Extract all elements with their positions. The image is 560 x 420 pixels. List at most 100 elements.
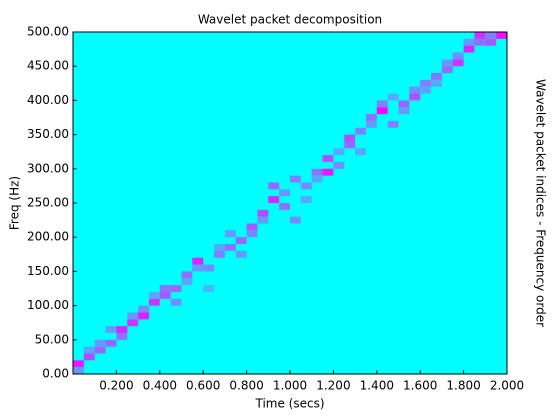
heatmap-cell xyxy=(431,73,442,80)
heatmap-cell xyxy=(214,250,225,258)
heatmap-cell xyxy=(257,216,269,224)
heatmap-cell xyxy=(311,175,323,183)
x-tick-label: 1.600 xyxy=(403,379,437,393)
heatmap-cell xyxy=(279,203,290,210)
heatmap-cell xyxy=(452,59,464,67)
x-tick-label: 1.400 xyxy=(360,379,394,393)
y2-axis-label: Wavelet packet indices - Frequency order xyxy=(534,79,548,327)
heatmap-cell xyxy=(181,278,193,286)
heatmap-cell xyxy=(485,32,497,39)
y-tick-label: 500.00 xyxy=(27,25,69,39)
heatmap-cell xyxy=(300,196,312,203)
heatmap-cell xyxy=(463,45,475,53)
heatmap-cell xyxy=(192,257,204,265)
heatmap-cell xyxy=(127,312,139,320)
heatmap-cell xyxy=(290,175,301,183)
heatmap-cell xyxy=(235,237,247,245)
heatmap-cell xyxy=(387,120,399,128)
heatmap-cell xyxy=(365,114,377,121)
heatmap-cell xyxy=(344,134,356,142)
heatmap-cell xyxy=(431,79,442,87)
heatmap-cell xyxy=(322,168,334,176)
x-tick-label: 1.800 xyxy=(446,379,480,393)
y-tick-label: 400.00 xyxy=(27,93,69,107)
heatmap-cell xyxy=(73,360,84,368)
heatmap-cell xyxy=(376,107,388,115)
heatmap-cell xyxy=(224,244,236,251)
y-tick-label: 50.00 xyxy=(35,332,69,346)
x-tick-label: 0.200 xyxy=(99,379,133,393)
heatmap-cell xyxy=(214,244,225,251)
heatmap-cell xyxy=(268,196,280,203)
heatmap-cell xyxy=(441,59,453,67)
heatmap-cell xyxy=(279,189,290,197)
heatmap-cell xyxy=(322,155,334,162)
y-tick-label: 200.00 xyxy=(27,230,69,244)
heatmap-cell xyxy=(333,161,345,169)
x-tick-label: 0.800 xyxy=(229,379,263,393)
x-axis-label: Time (secs) xyxy=(254,397,324,411)
heatmap-cell xyxy=(268,182,280,190)
heatmap-cell xyxy=(311,168,323,176)
heatmap-cell xyxy=(398,107,410,115)
heatmap-cell xyxy=(355,127,366,135)
heatmap-cell xyxy=(398,100,410,108)
heatmap-cell xyxy=(170,285,182,292)
heatmap-cell xyxy=(441,66,453,74)
heatmap-cell xyxy=(203,285,215,292)
y-tick-label: 450.00 xyxy=(27,59,69,73)
heatmap-cell xyxy=(181,271,193,279)
x-tick-label: 1.000 xyxy=(273,379,307,393)
heatmap-cell xyxy=(116,332,128,340)
heatmap-cell xyxy=(73,367,84,374)
heatmap-cell xyxy=(300,182,312,190)
heatmap-cell xyxy=(420,79,432,87)
heatmap-cell xyxy=(474,32,486,39)
heatmap-cell xyxy=(420,86,432,94)
chart-title: Wavelet packet decomposition xyxy=(198,13,382,27)
heatmap-cell xyxy=(257,209,269,217)
x-tick-label: 1.200 xyxy=(316,379,350,393)
y-axis-label: Freq (Hz) xyxy=(8,176,22,230)
x-tick-label: 0.400 xyxy=(143,379,177,393)
heatmap-cell xyxy=(83,346,95,354)
heatmap-cell xyxy=(496,32,507,39)
heatmap-cell xyxy=(474,38,486,46)
heatmap-cell xyxy=(94,339,106,347)
heatmap-cell xyxy=(333,148,345,156)
heatmap-cell xyxy=(203,264,215,272)
heatmap-cell xyxy=(344,141,356,149)
heatmap-cell xyxy=(159,285,171,292)
y-tick-label: 0.00 xyxy=(42,367,69,381)
heatmap-cell xyxy=(235,250,247,258)
heatmap-cell xyxy=(246,223,258,231)
x-tick-label: 0.600 xyxy=(186,379,220,393)
heatmap-cell xyxy=(116,326,128,333)
heatmap-cell xyxy=(105,326,117,333)
y-tick-label: 300.00 xyxy=(27,161,69,175)
y-tick-label: 150.00 xyxy=(27,264,69,278)
heatmap-cell xyxy=(246,230,258,238)
heatmap-cell xyxy=(224,230,236,238)
y-tick-label: 350.00 xyxy=(27,127,69,141)
heatmap-cell xyxy=(355,148,366,156)
heatmap-cell xyxy=(170,298,182,306)
heatmap-cell xyxy=(94,346,106,354)
heatmap-cell xyxy=(83,353,95,361)
x-tick-label: 2.000 xyxy=(490,379,524,393)
heatmap-cell xyxy=(376,100,388,108)
heatmap-cell xyxy=(192,264,204,272)
heatmap-cell xyxy=(127,319,139,327)
y-tick-label: 100.00 xyxy=(27,298,69,312)
heatmap-cell xyxy=(138,305,149,313)
heatmap-cell xyxy=(485,38,497,46)
heatmap-cell xyxy=(463,38,475,46)
heatmap-cell xyxy=(387,93,399,101)
heatmap-cell xyxy=(409,93,421,101)
heatmap-cell xyxy=(452,52,464,60)
heatmap-cell xyxy=(148,298,160,306)
heatmap-cell xyxy=(409,86,421,94)
heatmap-cell xyxy=(148,291,160,299)
y-tick-label: 250.00 xyxy=(27,196,69,210)
